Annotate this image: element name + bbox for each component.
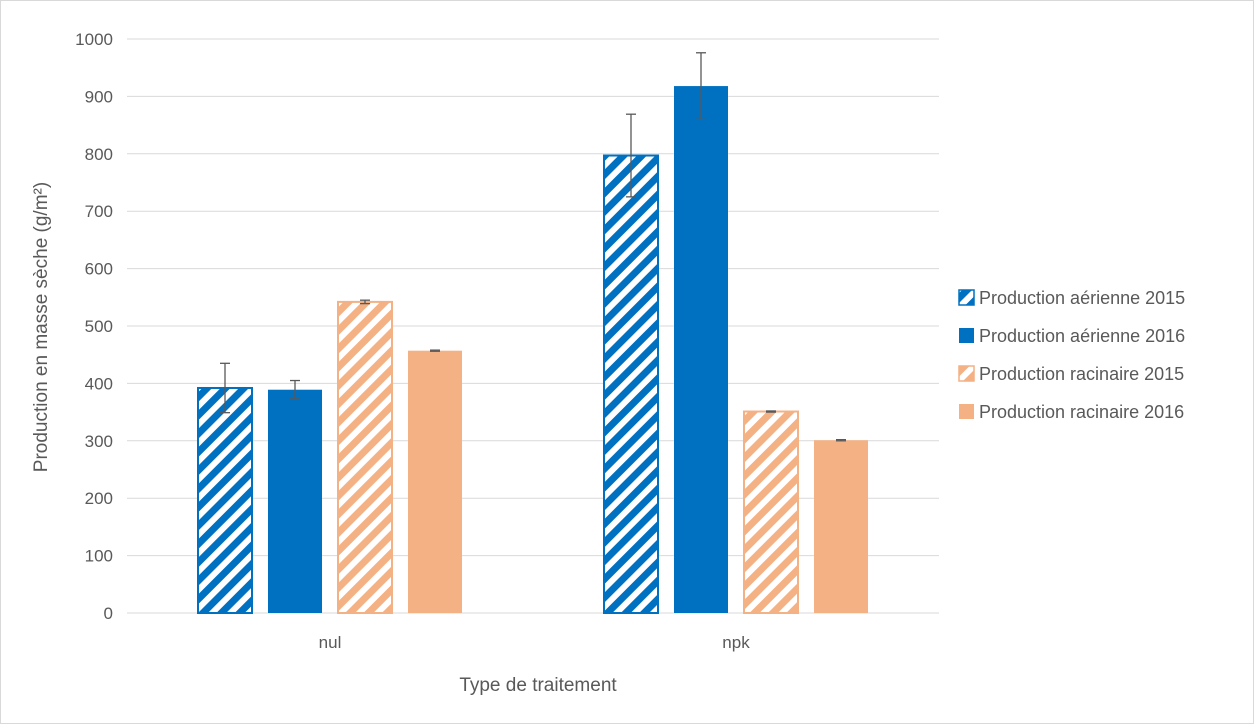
y-tick-label: 0 [104,604,113,623]
legend-label: Production racinaire 2015 [979,364,1184,384]
legend-label: Production aérienne 2015 [979,288,1185,308]
legend-label: Production aérienne 2016 [979,326,1185,346]
legend-swatch [959,328,974,343]
y-tick-label: 500 [85,317,113,336]
y-tick-label: 1000 [75,30,113,49]
y-tick-label: 800 [85,145,113,164]
x-axis-title: Type de traitement [459,675,617,696]
bar [408,350,462,613]
y-axis-title: Production en masse sèche (g/m²) [31,182,52,472]
y-tick-label: 900 [85,87,113,106]
bars [197,86,868,614]
legend-swatch [959,404,974,419]
y-tick-label: 400 [85,374,113,393]
y-axis-ticks: 0 100 200 300 400 500 600 700 800 900 1000 [75,30,113,623]
legend-label: Production racinaire 2016 [979,402,1184,422]
legend: Production aérienne 2015 Production aérie… [958,288,1185,422]
error-bars [220,52,846,442]
x-axis-ticks: nul npk [319,633,751,652]
bar [268,389,322,613]
bar [197,386,253,614]
bar [603,154,659,614]
bar [337,300,393,614]
y-tick-label: 600 [85,260,113,279]
y-tick-label: 200 [85,489,113,508]
bar [743,410,799,614]
y-tick-label: 300 [85,432,113,451]
legend-swatch [958,289,975,306]
x-tick-label: npk [722,633,750,652]
bar [674,86,728,614]
bar [814,440,868,613]
y-tick-label: 700 [85,202,113,221]
y-tick-label: 100 [85,547,113,566]
gridlines [127,38,939,614]
x-tick-label: nul [319,633,342,652]
legend-swatch [958,365,975,382]
